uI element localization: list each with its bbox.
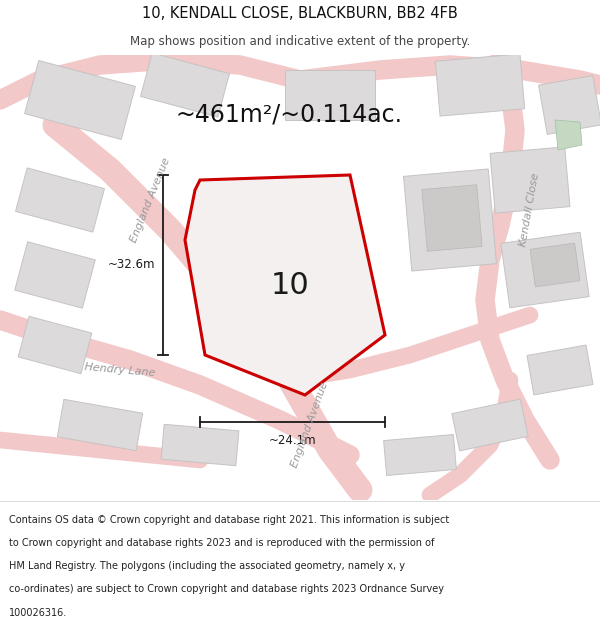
Text: Contains OS data © Crown copyright and database right 2021. This information is : Contains OS data © Crown copyright and d… [9, 515, 449, 525]
Text: England Avenue: England Avenue [290, 381, 330, 469]
Text: ~32.6m: ~32.6m [107, 259, 155, 271]
Polygon shape [18, 316, 92, 374]
Polygon shape [527, 345, 593, 395]
Text: England Avenue: England Avenue [128, 156, 172, 244]
Polygon shape [161, 424, 239, 466]
Text: HM Land Registry. The polygons (including the associated geometry, namely x, y: HM Land Registry. The polygons (includin… [9, 561, 405, 571]
Polygon shape [530, 243, 580, 287]
Polygon shape [25, 61, 136, 139]
Text: Map shows position and indicative extent of the property.: Map shows position and indicative extent… [130, 35, 470, 48]
Polygon shape [404, 169, 496, 271]
Polygon shape [501, 232, 589, 308]
Polygon shape [58, 399, 143, 451]
Text: 10, KENDALL CLOSE, BLACKBURN, BB2 4FB: 10, KENDALL CLOSE, BLACKBURN, BB2 4FB [142, 6, 458, 21]
Polygon shape [16, 168, 104, 232]
Polygon shape [490, 147, 570, 213]
Polygon shape [140, 53, 229, 117]
Text: Hendry Lane: Hendry Lane [84, 362, 156, 378]
Text: 10: 10 [271, 271, 310, 299]
Text: to Crown copyright and database rights 2023 and is reproduced with the permissio: to Crown copyright and database rights 2… [9, 538, 434, 548]
Polygon shape [539, 76, 600, 134]
Polygon shape [435, 54, 525, 116]
Text: ~24.1m: ~24.1m [269, 434, 316, 447]
Polygon shape [15, 242, 95, 308]
Polygon shape [555, 120, 582, 150]
Polygon shape [285, 70, 375, 120]
Polygon shape [185, 175, 385, 395]
Text: 100026316.: 100026316. [9, 608, 67, 618]
Text: Kendall Close: Kendall Close [518, 173, 541, 248]
Text: ~461m²/~0.114ac.: ~461m²/~0.114ac. [175, 103, 402, 127]
Polygon shape [383, 434, 457, 476]
Polygon shape [452, 399, 528, 451]
Polygon shape [422, 185, 482, 251]
Text: co-ordinates) are subject to Crown copyright and database rights 2023 Ordnance S: co-ordinates) are subject to Crown copyr… [9, 584, 444, 594]
